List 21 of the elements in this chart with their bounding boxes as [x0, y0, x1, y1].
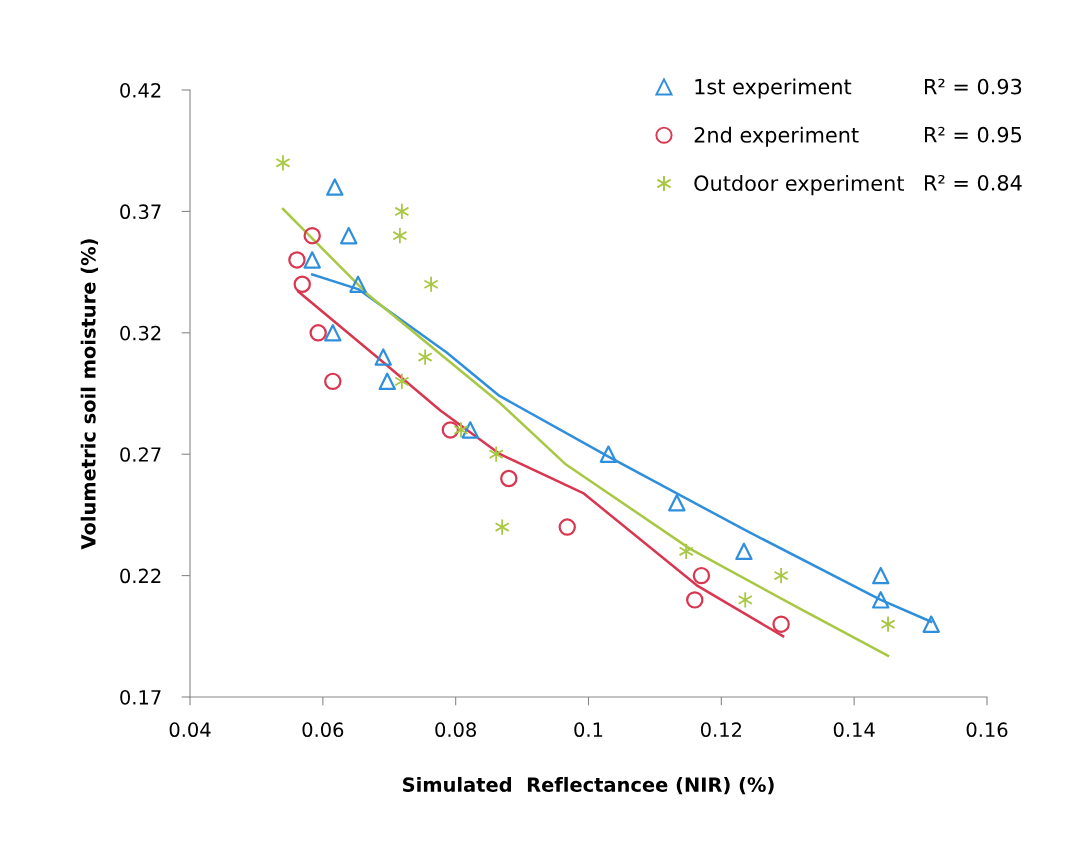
x-tick-label: 0.14	[833, 722, 875, 738]
legend-label: 1st experiment	[695, 78, 852, 99]
x-axis-title: Simulated Reflectancee (NIR) (%)	[403, 776, 774, 795]
x-tick-label: 0.08	[435, 722, 476, 738]
x-tick-label: 0.12	[700, 722, 742, 738]
x-tick-label: 0.06	[302, 722, 344, 738]
y-tick-label: 0.22	[120, 568, 161, 584]
y-axis-title: Volumetric soil moisture (%)	[80, 239, 98, 550]
y-tick-label: 0.37	[120, 204, 161, 220]
y-tick-label: 0.17	[120, 689, 161, 705]
y-tick-label: 0.27	[120, 447, 161, 462]
x-tick-label: 0.1	[574, 722, 603, 738]
y-tick-label: 0.32	[120, 325, 161, 341]
annotation: R² = 0.95	[924, 126, 1022, 143]
legend-label: 2nd experiment	[694, 126, 859, 147]
annotation: R² = 0.93	[924, 78, 1022, 95]
annotation: R² = 0.84	[924, 174, 1022, 191]
y-tick-label: 0.42	[120, 82, 161, 98]
x-tick-label: 0.04	[169, 722, 211, 738]
x-tick-label: 0.16	[966, 722, 1008, 738]
legend-label: Outdoor experiment	[694, 174, 904, 196]
